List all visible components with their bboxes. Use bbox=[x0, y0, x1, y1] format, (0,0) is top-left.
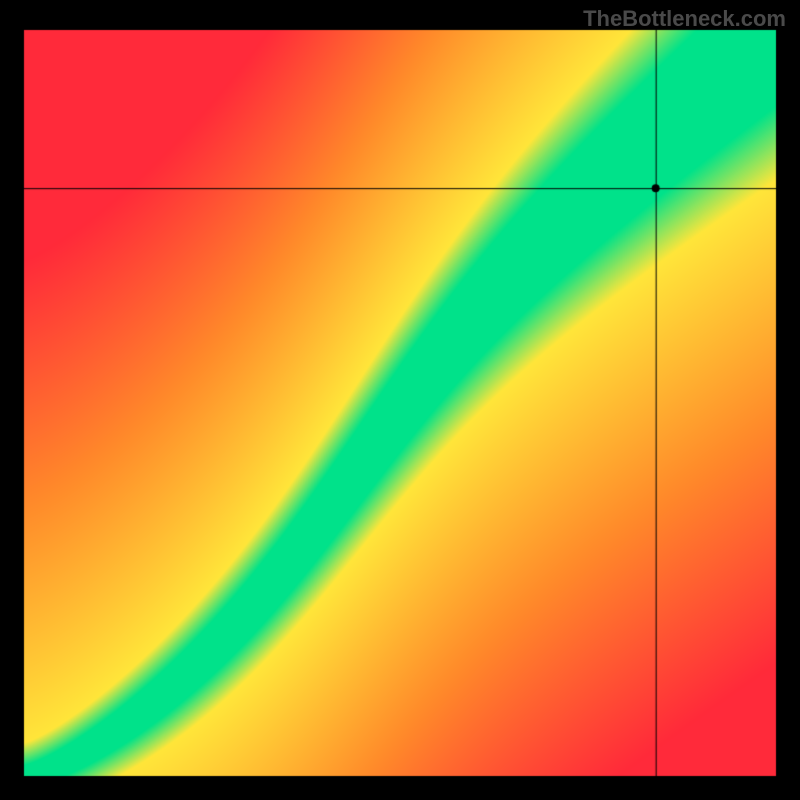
watermark-text: TheBottleneck.com bbox=[583, 6, 786, 32]
chart-container: TheBottleneck.com bbox=[0, 0, 800, 800]
heatmap-canvas bbox=[0, 0, 800, 800]
